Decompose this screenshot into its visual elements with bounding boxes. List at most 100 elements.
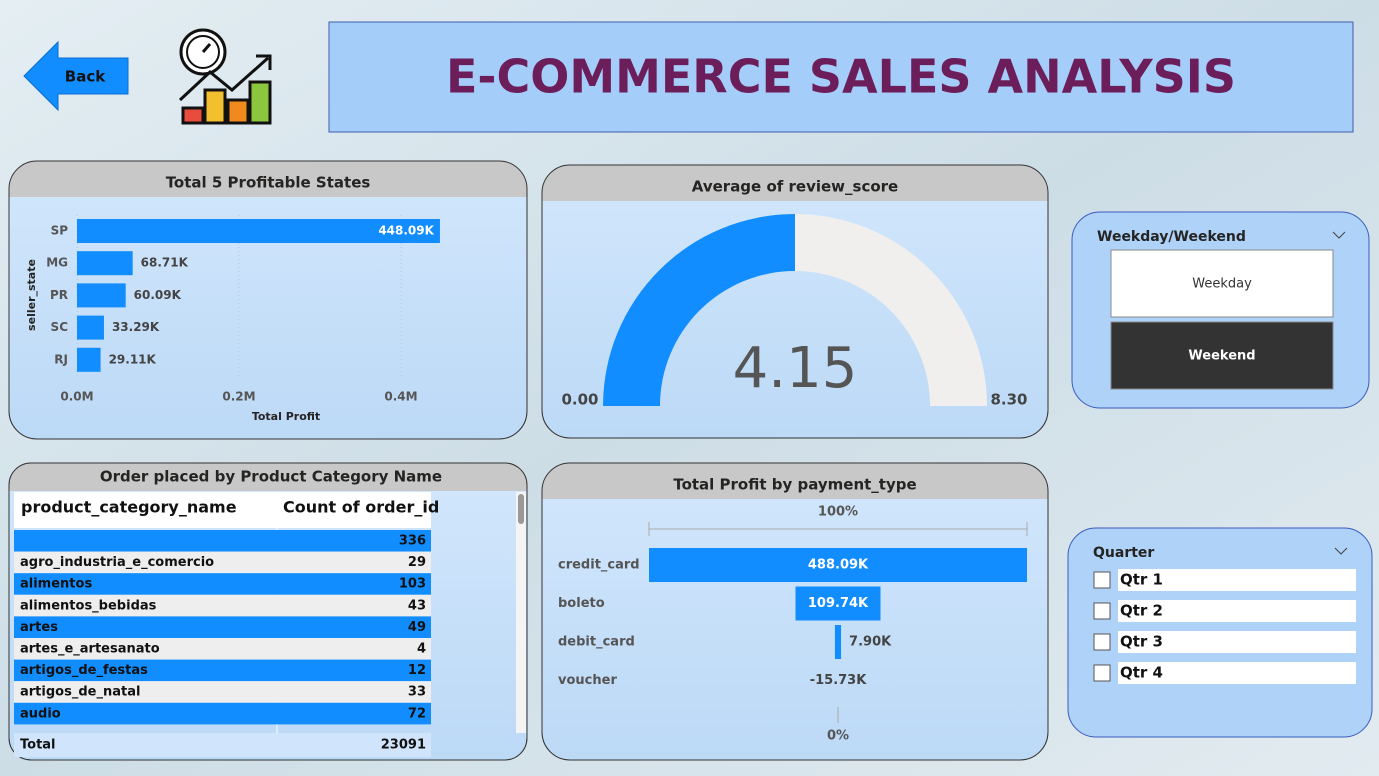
table-total-bg <box>14 733 431 757</box>
x-axis-title: Total Profit <box>252 410 320 423</box>
panel-border <box>8 462 528 761</box>
panel-border <box>541 164 1049 439</box>
gauge-value: 4.15 <box>733 336 858 401</box>
checkbox[interactable] <box>1093 664 1111 682</box>
data-label: 109.74K <box>808 596 869 611</box>
table-cell: artes <box>20 620 58 635</box>
gauge-max: 8.30 <box>990 391 1027 409</box>
table-cell: audio <box>20 706 61 721</box>
page-title: E-COMMERCE SALES ANALYSIS <box>446 50 1236 104</box>
slicer-item-bg <box>1118 600 1356 622</box>
back-button[interactable]: Back <box>23 40 129 112</box>
slicer-option-label[interactable]: Qtr 1 <box>1120 571 1163 589</box>
table-cell: 4 <box>417 642 426 657</box>
checkbox[interactable] <box>1093 571 1111 589</box>
table-row <box>14 573 431 595</box>
slicer-option-label[interactable]: Weekday <box>1192 277 1252 292</box>
table-cell: 72 <box>408 706 426 721</box>
slicer-option-label[interactable]: Qtr 3 <box>1120 633 1163 651</box>
slicer-option-label[interactable]: Weekend <box>1188 349 1255 364</box>
panel-header <box>542 165 1048 201</box>
panel <box>542 463 1048 760</box>
data-label: 68.71K <box>141 256 189 270</box>
data-label: -15.73K <box>810 673 868 688</box>
gauge-min: 0.00 <box>561 391 598 409</box>
slicer-item-bg <box>1118 569 1356 591</box>
x-tick-label: 0.4M <box>384 390 417 404</box>
table-cell: 12 <box>408 663 426 678</box>
checkbox[interactable] <box>1093 633 1111 651</box>
table-cell: artes_e_artesanato <box>20 642 160 657</box>
table-row <box>14 681 431 703</box>
panel-header <box>542 463 1048 499</box>
slicer-option[interactable] <box>1110 249 1334 318</box>
category-label: voucher <box>558 673 617 688</box>
y-tick-label: SC <box>51 320 69 334</box>
table-row <box>14 616 431 638</box>
back-label[interactable]: Back <box>65 68 106 86</box>
panel-header <box>9 161 527 197</box>
back-arrow[interactable] <box>23 40 129 112</box>
table-cell: 33 <box>408 685 426 700</box>
data-label: 488.09K <box>808 558 869 573</box>
scrollbar-thumb[interactable] <box>518 494 524 524</box>
data-label: 448.09K <box>378 224 434 238</box>
checkbox[interactable] <box>1093 602 1111 620</box>
chart-title: Total Profit by payment_type <box>673 476 916 494</box>
bar <box>77 219 440 243</box>
slicer-chevron[interactable] <box>1334 547 1348 555</box>
table-cell: alimentos <box>20 577 92 592</box>
funnel-bar <box>649 548 1027 582</box>
table-cell: 103 <box>399 577 426 592</box>
table-cell: alimentos_bebidas <box>20 598 157 613</box>
table-cell: 49 <box>408 620 426 635</box>
scrollbar-track <box>516 492 526 733</box>
panel-border <box>541 462 1049 761</box>
table-cell: agro_industria_e_comercio <box>20 555 214 570</box>
panel-border <box>8 160 528 440</box>
y-tick-label: PR <box>50 288 68 302</box>
data-label: 60.09K <box>134 288 182 302</box>
table-header-bg <box>14 492 431 528</box>
slicer-item-bg <box>1118 662 1356 684</box>
slicer-option[interactable] <box>1110 321 1334 390</box>
category-label: debit_card <box>558 635 635 650</box>
x-tick-label: 0.0M <box>60 390 93 404</box>
slicer-chevron[interactable] <box>1332 231 1346 239</box>
panel-header <box>9 463 527 491</box>
category-label: credit_card <box>558 558 640 573</box>
chart-title: Total 5 Profitable States <box>166 174 371 192</box>
bar <box>77 347 101 372</box>
y-tick-label: MG <box>46 256 68 270</box>
funnel-bottom-label: 0% <box>827 729 849 744</box>
title-box <box>328 21 1354 133</box>
table-row <box>14 530 431 552</box>
table-cell: 336 <box>399 534 426 549</box>
logo-icon <box>178 28 272 125</box>
table-row <box>14 638 431 660</box>
slicer-option-label[interactable]: Qtr 4 <box>1120 664 1163 682</box>
slicer-option-label[interactable]: Qtr 2 <box>1120 602 1163 620</box>
table-cell: artigos_de_natal <box>20 685 140 700</box>
slicer-title: Weekday/Weekend <box>1097 229 1246 245</box>
funnel-top-label: 100% <box>818 505 858 520</box>
table-row <box>14 659 431 682</box>
x-tick-label: 0.2M <box>222 390 255 404</box>
table-cell: artigos_de_festas <box>20 663 148 678</box>
y-tick-label: RJ <box>54 352 68 366</box>
chart-title: Average of review_score <box>692 178 898 196</box>
y-tick-label: SP <box>51 224 69 238</box>
data-label: 29.11K <box>109 352 157 366</box>
y-axis-title: seller_state <box>25 259 38 331</box>
table-total: Total <box>20 738 56 753</box>
bar <box>77 251 133 276</box>
data-label: 33.29K <box>112 320 160 334</box>
bar <box>77 283 126 308</box>
slicer-title: Quarter <box>1093 545 1154 561</box>
table-row <box>14 702 431 725</box>
slicer-item-bg <box>1118 631 1356 653</box>
column-header: Count of order_id <box>283 498 439 517</box>
table-title: Order placed by Product Category Name <box>100 468 442 486</box>
bar <box>77 315 104 340</box>
